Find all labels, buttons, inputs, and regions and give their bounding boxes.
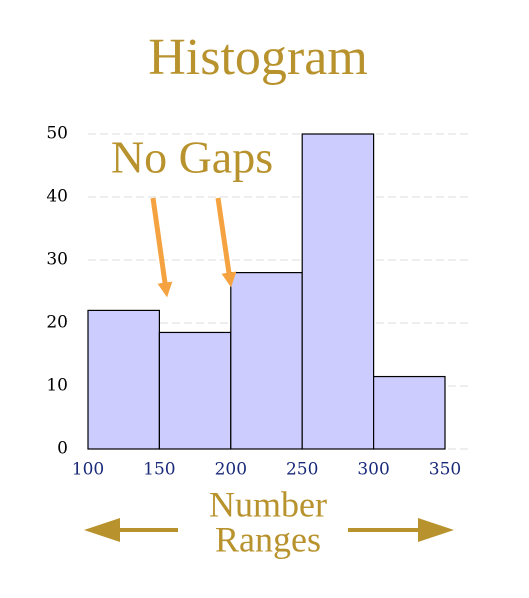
- bars: [87, 133, 446, 450]
- y-tick-label: 30: [46, 250, 68, 270]
- bar: [301, 133, 375, 450]
- x-tick-label: 250: [286, 460, 318, 480]
- annotation: No Gaps: [111, 132, 273, 183]
- bar: [373, 375, 446, 450]
- bar: [87, 309, 161, 450]
- x-tick-label: 150: [143, 460, 175, 480]
- x-tick-label: 100: [72, 460, 104, 480]
- x-axis-label: Ranges: [215, 519, 321, 559]
- x-axis-label: Number: [209, 484, 327, 524]
- chart-title: Histogram: [148, 29, 368, 86]
- y-tick-label: 10: [46, 376, 68, 396]
- y-tick-label: 20: [46, 313, 68, 333]
- y-tick-label: 40: [46, 187, 68, 207]
- annotation-arrow: [150, 197, 173, 298]
- range-arrows: [84, 518, 454, 542]
- bar: [158, 331, 232, 450]
- x-tick-label: 350: [429, 460, 461, 480]
- x-tick-label: 300: [357, 460, 389, 480]
- y-tick-label: 0: [57, 439, 68, 459]
- x-tick-label: 200: [215, 460, 247, 480]
- y-tick-label: 50: [46, 124, 68, 144]
- annotation-arrow: [215, 197, 237, 288]
- bar: [230, 272, 303, 450]
